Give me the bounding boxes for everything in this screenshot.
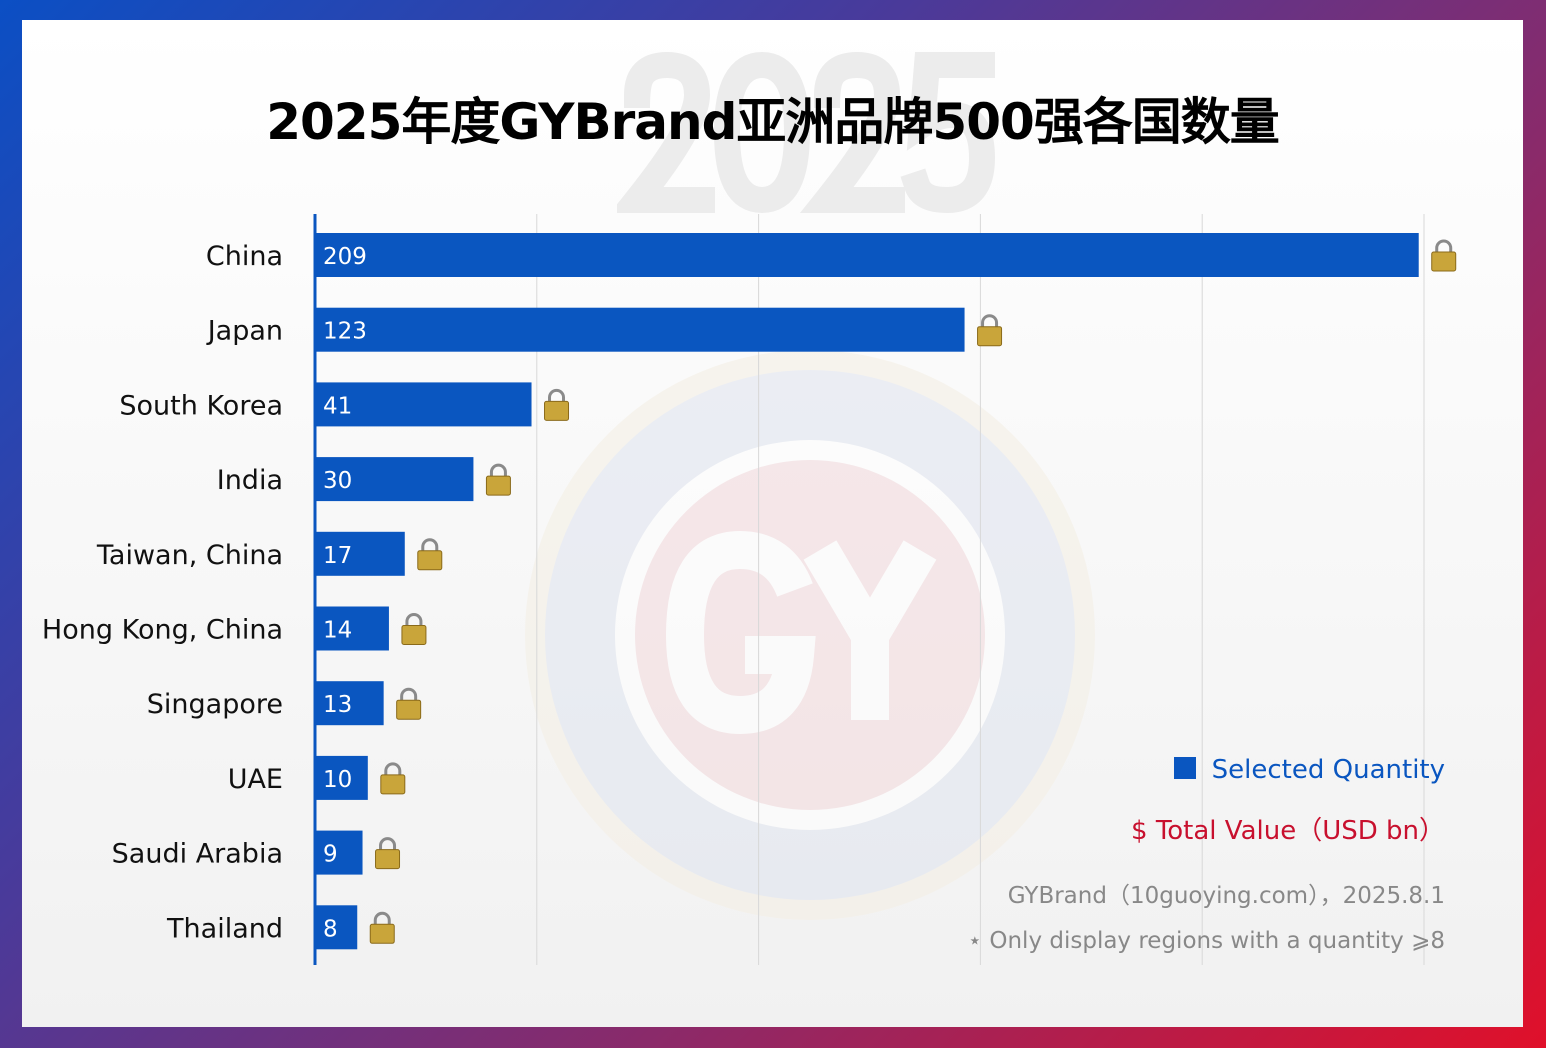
bar <box>315 531 405 576</box>
lock-icon <box>396 687 422 720</box>
lock-icon <box>401 613 427 645</box>
bar <box>315 307 965 352</box>
bar-value-label: 41 <box>323 393 352 419</box>
bar-value-label: 123 <box>323 319 367 345</box>
category-label: UAE <box>228 764 283 795</box>
bar <box>315 681 384 726</box>
lock-icon <box>380 762 406 795</box>
category-label: Taiwan, China <box>96 540 283 571</box>
footnote-text: Only display regions with a quantity ⩾8 <box>989 928 1445 954</box>
category-label: Singapore <box>147 689 283 720</box>
legend-swatch <box>1173 757 1196 779</box>
source-text: GYBrand（10guoying.com），2025.8.1 <box>1007 883 1445 909</box>
category-label: Saudi Arabia <box>112 839 283 870</box>
bar <box>315 457 474 502</box>
bar <box>315 905 358 950</box>
legend-value: $ Total Value（USD bn） <box>1131 810 1445 847</box>
category-label: Japan <box>206 316 283 347</box>
category-label: South Korea <box>119 390 283 421</box>
chart-title: 2025年度GYBrand亚洲品牌500强各国数量 <box>266 93 1280 151</box>
bar <box>315 233 1419 277</box>
bar-value-label: 10 <box>323 767 352 793</box>
lock-icon <box>544 388 570 421</box>
lock-icon <box>369 911 395 944</box>
category-label: Thailand <box>166 913 283 944</box>
lock-icon <box>977 314 1003 347</box>
bar <box>315 606 389 651</box>
legend-value-label: Total Value（USD bn） <box>1155 816 1445 846</box>
bar-value-label: 17 <box>323 543 352 569</box>
bar-value-label: 13 <box>323 692 352 718</box>
bar <box>315 830 363 875</box>
chart-card: 2025年度GYBrand亚洲品牌500强各国数量 China 209 Japan 1… <box>22 20 1523 1027</box>
bar <box>315 382 532 427</box>
category-label: Hong Kong, China <box>42 615 283 646</box>
bar-value-label: 9 <box>323 842 338 868</box>
lock-icon <box>1431 239 1457 272</box>
seal-watermark <box>525 350 1095 920</box>
footnote: ⋆ Only display regions with a quantity ⩾… <box>968 928 1445 954</box>
lock-icon <box>417 538 443 571</box>
bar-value-label: 209 <box>323 244 367 270</box>
category-label: China <box>206 241 283 272</box>
bar-value-label: 8 <box>323 916 338 942</box>
category-label: India <box>217 465 283 496</box>
legend-quantity: Selected Quantity <box>1173 755 1445 785</box>
bar-value-label: 14 <box>323 618 352 644</box>
bar-value-label: 30 <box>323 468 352 494</box>
legend-quantity-label: Selected Quantity <box>1211 755 1445 785</box>
star-icon: ⋆ <box>967 928 983 954</box>
watermark-year <box>617 51 996 214</box>
lock-icon <box>375 837 401 870</box>
dollar-icon: $ <box>1131 816 1148 846</box>
bar-chart: China 209 Japan 123 South Korea 41 India 30 Taiw… <box>42 214 1457 965</box>
lock-icon <box>485 463 511 496</box>
bar <box>315 755 368 800</box>
